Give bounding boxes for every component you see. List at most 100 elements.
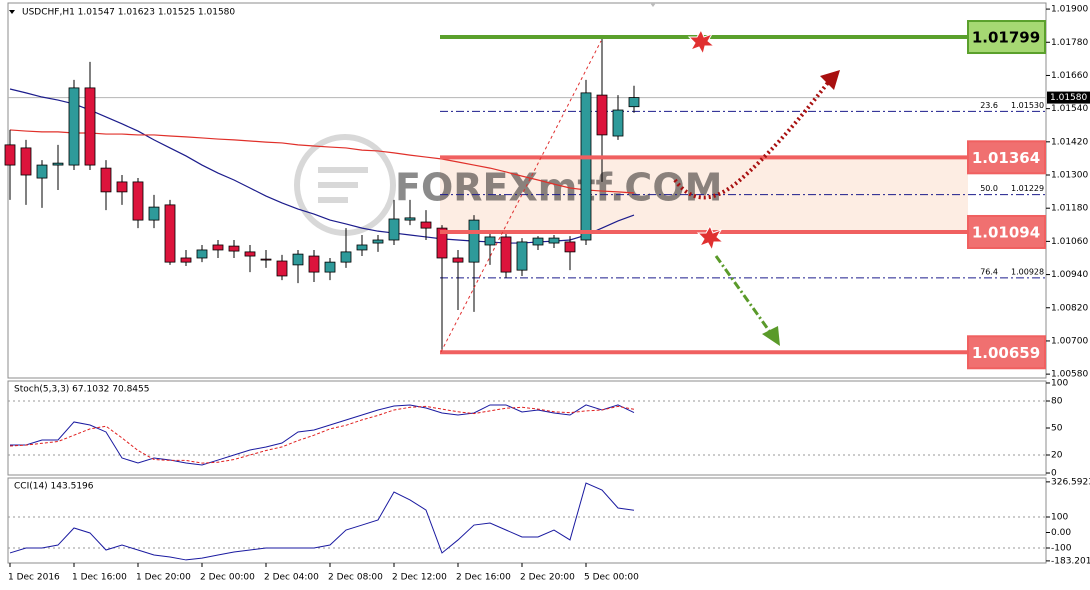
logo-ring bbox=[294, 134, 396, 236]
cci-title: CCI(14) 143.5196 bbox=[14, 482, 94, 492]
candle-body bbox=[20, 147, 32, 176]
y-tick-label: 1.01300 bbox=[1051, 171, 1088, 181]
fib-ratio: 76.4 bbox=[980, 267, 998, 276]
fib-price: 1.01229 bbox=[1011, 184, 1044, 193]
candle-body bbox=[148, 206, 160, 221]
fib-trend-line bbox=[440, 40, 602, 353]
level-label: 1.01799 bbox=[972, 29, 1040, 47]
menu-arrow bbox=[9, 10, 15, 14]
watermark-logo bbox=[294, 134, 396, 236]
y-tick-label: 1.00820 bbox=[1051, 303, 1088, 313]
y-tick-label: 1.01660 bbox=[1051, 71, 1088, 81]
candle-body bbox=[260, 258, 272, 261]
watermark: FOREXmtf.COM bbox=[395, 166, 722, 210]
x-tick-label: 2 Dec 20:00 bbox=[520, 573, 575, 583]
candle-body bbox=[116, 181, 128, 193]
candle-body bbox=[596, 94, 608, 136]
candle-body bbox=[100, 167, 112, 193]
candle-body bbox=[580, 92, 592, 241]
logo-mark bbox=[318, 167, 368, 203]
candle-body bbox=[628, 97, 640, 108]
y-tick-label: 1.01180 bbox=[1051, 204, 1088, 214]
x-tick-label: 5 Dec 00:00 bbox=[584, 573, 639, 583]
candle-body bbox=[564, 241, 576, 253]
y-tick-label: -100 bbox=[1051, 543, 1072, 553]
candle-body bbox=[548, 237, 560, 244]
chart-header: USDCHF,H1 1.01547 1.01623 1.01525 1.0158… bbox=[22, 8, 235, 18]
candle-body bbox=[404, 217, 416, 221]
y-tick-label: 100 bbox=[1051, 512, 1068, 522]
candle-body bbox=[324, 261, 336, 273]
y-tick-label: 0.00 bbox=[1051, 528, 1071, 538]
candle-body bbox=[132, 181, 144, 221]
candle-body bbox=[532, 237, 544, 246]
candle-body bbox=[308, 255, 320, 273]
y-tick-label: 1.00580 bbox=[1051, 370, 1088, 380]
y-tick-label: 80 bbox=[1051, 396, 1063, 406]
candle-body bbox=[84, 87, 96, 166]
x-tick-label: 1 Dec 20:00 bbox=[136, 573, 191, 583]
candle-body bbox=[228, 245, 240, 252]
candle-body bbox=[52, 162, 64, 166]
candle-body bbox=[68, 87, 80, 166]
y-tick-label: 0 bbox=[1051, 469, 1057, 479]
candle-body bbox=[180, 257, 192, 263]
x-tick-label: 1 Dec 16:00 bbox=[72, 573, 127, 583]
level-box bbox=[967, 20, 1046, 55]
y-tick-label: 1.01420 bbox=[1051, 137, 1088, 147]
y-tick-label: 100 bbox=[1051, 378, 1068, 388]
panel-frame bbox=[7, 477, 1047, 564]
x-tick-label: 1 Dec 2016 bbox=[8, 573, 60, 583]
last-price-label: 1.01580 bbox=[1050, 93, 1087, 103]
x-tick-label: 2 Dec 12:00 bbox=[392, 573, 447, 583]
last-price-box bbox=[1047, 91, 1090, 104]
panel-frame bbox=[7, 2, 1047, 379]
candle-body bbox=[244, 251, 256, 257]
plot-layer: 1.01900 1.01780 1.01660 1.01540 1.01420 1.013… bbox=[4, 2, 1090, 583]
level-label: 1.01364 bbox=[972, 149, 1040, 167]
candle-body bbox=[164, 204, 176, 263]
indicator-line bbox=[9, 482, 635, 561]
fib-ratio: 50.0 bbox=[980, 184, 998, 193]
y-tick-label: 20 bbox=[1051, 451, 1063, 461]
scroll-marker bbox=[650, 3, 656, 7]
y-tick-label: 50 bbox=[1051, 424, 1063, 434]
y-tick-label: 1.00700 bbox=[1051, 336, 1088, 346]
candle-body bbox=[212, 244, 224, 251]
y-tick-label: 1.00940 bbox=[1051, 270, 1088, 280]
fib-price: 1.00928 bbox=[1011, 267, 1044, 276]
bullish-arrow bbox=[673, 78, 832, 200]
candle-body bbox=[340, 251, 352, 263]
candle-body bbox=[372, 239, 384, 244]
indicator-line bbox=[10, 404, 635, 466]
x-tick-label: 2 Dec 08:00 bbox=[328, 573, 383, 583]
candle-body bbox=[292, 253, 304, 266]
candle-body bbox=[516, 241, 528, 271]
candle-body bbox=[468, 219, 480, 263]
candle-body bbox=[452, 257, 464, 263]
candle-body bbox=[356, 244, 368, 251]
stoch-title: Stoch(5,3,3) 67.1032 70.8455 bbox=[14, 385, 149, 395]
y-tick-label: 1.01900 bbox=[1051, 5, 1088, 15]
annotations bbox=[9, 3, 840, 353]
level-box bbox=[967, 335, 1046, 370]
candle-body bbox=[420, 221, 432, 229]
indicator-line bbox=[9, 405, 635, 464]
y-tick-label: 1.01540 bbox=[1051, 104, 1088, 114]
candle-body bbox=[388, 218, 400, 241]
y-tick-label: 1.01060 bbox=[1051, 237, 1088, 247]
star-burst bbox=[687, 28, 716, 56]
x-tick-label: 2 Dec 04:00 bbox=[264, 573, 319, 583]
moving-average bbox=[9, 88, 635, 244]
level-box bbox=[967, 140, 1046, 175]
x-tick-label: 2 Dec 16:00 bbox=[456, 573, 511, 583]
candle-body bbox=[484, 236, 496, 246]
fib-price: 1.01530 bbox=[1011, 101, 1044, 110]
bullish-arrow-head bbox=[820, 70, 840, 90]
candle-body bbox=[4, 144, 16, 166]
candle-body bbox=[436, 227, 448, 259]
candle-body bbox=[500, 236, 512, 273]
